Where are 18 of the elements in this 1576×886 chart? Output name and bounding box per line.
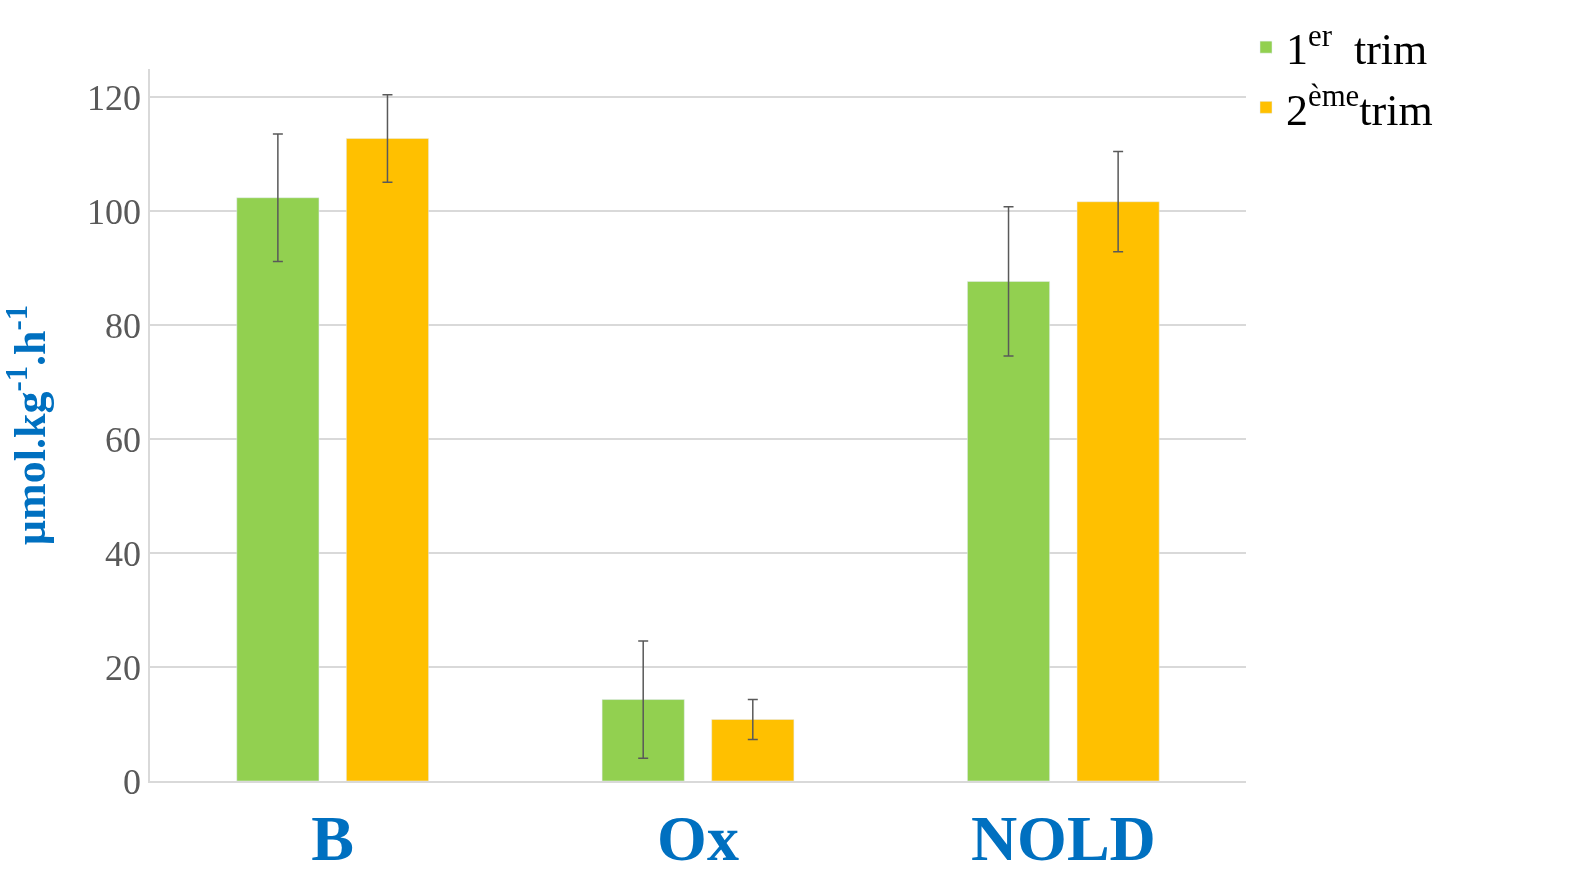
y-tick-label: 20 — [105, 647, 142, 688]
bar — [967, 281, 1050, 781]
y-tick-label: 80 — [105, 305, 142, 346]
x-tick-label: B — [311, 802, 355, 874]
legend-label: 1$^{er}$ trim — [1286, 18, 1428, 75]
bar — [711, 719, 795, 781]
bar — [236, 197, 320, 781]
y-tick-label: 0 — [123, 761, 142, 802]
bar — [346, 138, 429, 781]
bar — [601, 699, 685, 781]
y-tick-label: 40 — [105, 533, 142, 574]
y-tick-label: 120 — [87, 78, 142, 119]
x-tick-label: Ox — [657, 802, 739, 874]
y-tick-label: 60 — [105, 419, 142, 460]
legend-label: 2$^{ème}$trim — [1286, 79, 1433, 135]
y-tick-label: 100 — [87, 192, 142, 232]
x-tick-label: NOLD — [970, 802, 1156, 874]
bar — [1076, 201, 1160, 781]
